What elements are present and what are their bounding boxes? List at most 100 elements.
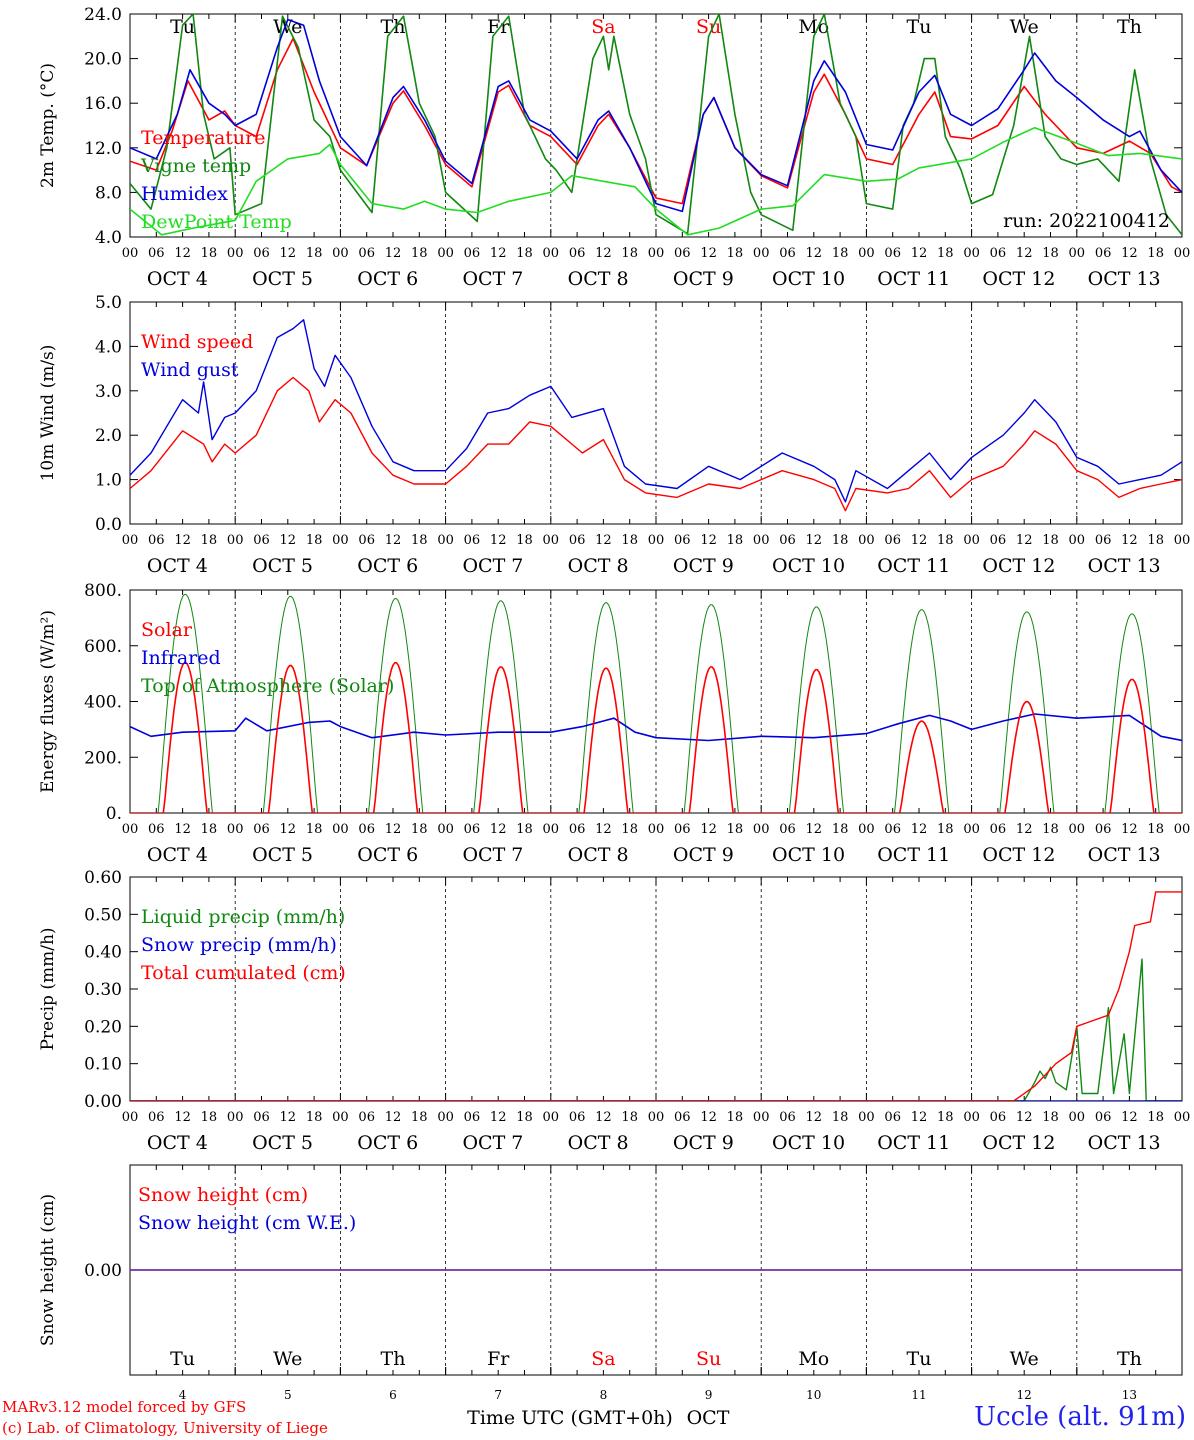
weekday-label: Tu bbox=[907, 1348, 932, 1370]
hour-tick-label: 12 bbox=[595, 533, 612, 548]
hour-tick-label: 12 bbox=[490, 822, 507, 837]
hour-tick-label: 00 bbox=[332, 533, 349, 548]
panel-precip: 0.00 0.10 0.20 0.30 0.40 0.50 0.60 Precip (mm/h… bbox=[38, 868, 1190, 1154]
y-tick-label: 24.0 bbox=[84, 5, 122, 25]
panel-snow: 0.00 Snow height (cm) Tu 4 We 5 Th 6 Fr 7 Sa 8 Su 9 Mo… bbox=[38, 1164, 1183, 1402]
hour-tick-label: 18 bbox=[306, 822, 323, 837]
hour-tick-label: 00 bbox=[227, 533, 244, 548]
date-label: OCT 12 bbox=[982, 1132, 1055, 1154]
hour-tick-label: 00 bbox=[648, 533, 665, 548]
y-tick-label: 800. bbox=[84, 581, 122, 601]
date-label: OCT 6 bbox=[357, 268, 418, 290]
y-tick-label: 0. bbox=[106, 804, 122, 824]
hour-tick-label: 12 bbox=[490, 246, 507, 261]
series-group bbox=[130, 891, 1182, 1101]
hour-tick-label: 18 bbox=[727, 533, 744, 548]
hour-tick-label: 00 bbox=[1174, 822, 1191, 837]
date-label: OCT 4 bbox=[147, 555, 208, 577]
legend-entry: DewPoint Temp bbox=[141, 211, 292, 233]
hour-tick-label: 12 bbox=[385, 1110, 402, 1125]
date-label: OCT 7 bbox=[462, 844, 523, 866]
hour-tick-label: 18 bbox=[1042, 246, 1059, 261]
hour-tick-label: 00 bbox=[437, 1110, 454, 1125]
hour-tick-label: 18 bbox=[1147, 246, 1164, 261]
hour-tick-label: 12 bbox=[911, 1110, 928, 1125]
hour-tick-label: 00 bbox=[858, 533, 875, 548]
y-tick-label: 20.0 bbox=[84, 50, 122, 70]
hour-tick-label: 18 bbox=[411, 1110, 428, 1125]
legend-entry: Snow height (cm W.E.) bbox=[138, 1212, 356, 1234]
hour-tick-label: 06 bbox=[148, 533, 165, 548]
hour-tick-label: 18 bbox=[1042, 1110, 1059, 1125]
date-label: OCT 4 bbox=[147, 1132, 208, 1154]
day-number-label: 8 bbox=[600, 1388, 608, 1402]
hour-tick-label: 18 bbox=[516, 822, 533, 837]
hour-tick-label: 12 bbox=[700, 246, 717, 261]
hour-tick-label: 00 bbox=[543, 246, 560, 261]
hour-tick-label: 12 bbox=[1016, 533, 1033, 548]
hour-tick-label: 06 bbox=[569, 246, 586, 261]
weekday-label: Fr bbox=[487, 1348, 510, 1370]
hour-tick-label: 06 bbox=[358, 533, 375, 548]
y-tick-label: 0.0 bbox=[95, 515, 122, 535]
hour-tick-label: 00 bbox=[227, 822, 244, 837]
legend-entry: Vigne temp bbox=[140, 155, 251, 177]
hour-tick-label: 18 bbox=[201, 1110, 218, 1125]
hour-tick-label: 18 bbox=[1042, 822, 1059, 837]
hour-tick-label: 06 bbox=[358, 246, 375, 261]
station-label: Uccle (alt. 91m) bbox=[974, 1402, 1186, 1432]
hour-tick-label: 12 bbox=[174, 533, 191, 548]
legend-entry: Solar bbox=[141, 619, 193, 641]
weekday-label: Tu bbox=[907, 16, 932, 38]
date-label: OCT 12 bbox=[982, 555, 1055, 577]
weekday-label: Th bbox=[1117, 1348, 1142, 1370]
hour-tick-label: 12 bbox=[174, 822, 191, 837]
hour-tick-label: 12 bbox=[385, 822, 402, 837]
hour-tick-label: 06 bbox=[1095, 533, 1112, 548]
date-label: OCT 6 bbox=[357, 1132, 418, 1154]
hour-tick-label: 18 bbox=[621, 246, 638, 261]
hour-tick-label: 12 bbox=[700, 1110, 717, 1125]
legend-entry: Wind speed bbox=[141, 331, 253, 353]
hour-tick-label: 00 bbox=[963, 533, 980, 548]
hour-tick-label: 12 bbox=[806, 246, 823, 261]
hour-tick-label: 12 bbox=[490, 533, 507, 548]
date-label: OCT 13 bbox=[1088, 268, 1161, 290]
weekday-label: We bbox=[1010, 1348, 1039, 1370]
legend-entry: Snow precip (mm/h) bbox=[141, 934, 337, 956]
date-label: OCT 5 bbox=[252, 1132, 313, 1154]
panel-temperature: 4.0 8.0 12.0 16.0 20.0 24.0 2m Temp. (°C) 00 06 1… bbox=[38, 5, 1190, 290]
hour-tick-label: 00 bbox=[648, 822, 665, 837]
hour-tick-label: 06 bbox=[884, 1110, 901, 1125]
y-tick-label: 5.0 bbox=[95, 293, 122, 313]
date-label: OCT 11 bbox=[877, 268, 950, 290]
hour-tick-label: 12 bbox=[1016, 246, 1033, 261]
hour-tick-label: 00 bbox=[858, 1110, 875, 1125]
hour-tick-label: 18 bbox=[411, 246, 428, 261]
hour-tick-label: 00 bbox=[1174, 1110, 1191, 1125]
panel-wind: 0.0 1.0 2.0 3.0 4.0 5.0 10m Wind (m/s) 00 06 12 18… bbox=[38, 293, 1190, 577]
hour-tick-label: 06 bbox=[569, 533, 586, 548]
legend-entry: Top of Atmosphere (Solar) bbox=[141, 675, 394, 697]
hour-tick-label: 12 bbox=[700, 533, 717, 548]
legend-entry: Snow height (cm) bbox=[138, 1184, 308, 1206]
hour-tick-label: 18 bbox=[1147, 1110, 1164, 1125]
hour-tick-label: 18 bbox=[201, 822, 218, 837]
date-label: OCT 8 bbox=[568, 268, 629, 290]
legend: Wind speed Wind gust bbox=[141, 331, 253, 381]
hour-tick-label: 00 bbox=[122, 822, 139, 837]
lab-credit: (c) Lab. of Climatology, University of L… bbox=[2, 1419, 328, 1437]
series-group bbox=[130, 319, 1182, 512]
hour-tick-label: 06 bbox=[1095, 246, 1112, 261]
weekday-label: Su bbox=[696, 1348, 721, 1370]
hour-tick-label: 06 bbox=[464, 1110, 481, 1125]
hour-tick-label: 18 bbox=[1147, 822, 1164, 837]
hour-tick-label: 06 bbox=[148, 1110, 165, 1125]
weekday-label: Sa bbox=[591, 16, 615, 38]
legend-entry: Infrared bbox=[141, 647, 221, 669]
series-group bbox=[130, 14, 1182, 236]
y-axis-label: Precip (mm/h) bbox=[38, 927, 58, 1050]
date-label: OCT 4 bbox=[147, 268, 208, 290]
day-number-label: 9 bbox=[705, 1388, 713, 1402]
y-tick-label: 600. bbox=[84, 637, 122, 657]
